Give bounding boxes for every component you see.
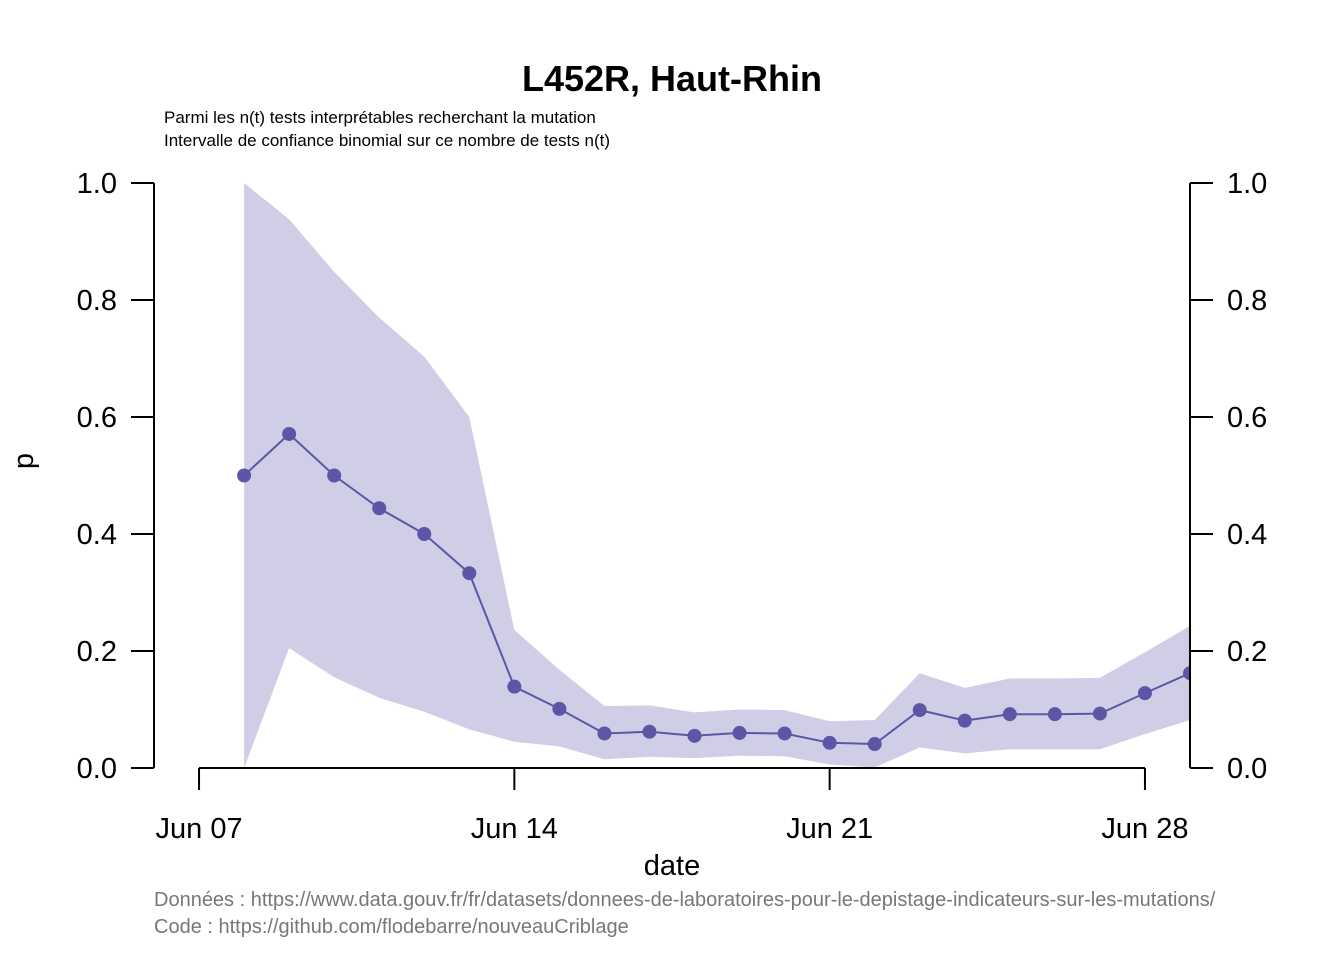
y-tick-label-right: 0.2: [1227, 636, 1267, 668]
data-point: [732, 725, 747, 740]
plot-area: [237, 183, 1190, 768]
chart-subtitle-line-2: Intervalle de confiance binomial sur ce …: [164, 131, 610, 150]
y-tick-label-left: 0.2: [77, 636, 117, 668]
y-tick-label-right: 0.0: [1227, 753, 1267, 785]
data-point: [957, 713, 972, 728]
y-tick-label-right: 0.8: [1227, 285, 1267, 317]
data-point: [282, 426, 297, 441]
data-point: [507, 679, 522, 694]
data-point: [1137, 686, 1152, 701]
footer-code-source: Code : https://github.com/flodebarre/nou…: [154, 916, 629, 938]
data-point: [777, 726, 792, 741]
data-point: [1092, 706, 1107, 721]
y-tick-label-left: 0.4: [77, 519, 117, 551]
data-point: [1002, 707, 1017, 722]
data-point: [327, 468, 342, 483]
data-point: [417, 527, 432, 541]
y-axis-left: 0.0 0.2 0.4 0.6 0.8 1.0: [77, 168, 155, 785]
data-point: [1047, 707, 1062, 722]
x-tick-label: Jun 21: [786, 813, 873, 845]
y-tick-label-right: 0.4: [1227, 519, 1267, 551]
y-tick-label-left: 0.0: [77, 753, 117, 785]
chart-title: L452R, Haut-Rhin: [522, 58, 822, 99]
data-point: [462, 566, 477, 581]
x-tick-label: Jun 14: [471, 813, 558, 845]
confidence-band: [244, 183, 1190, 768]
chart-subtitle-line-1: Parmi les n(t) tests interprétables rech…: [164, 108, 596, 127]
data-point: [1183, 666, 1190, 681]
footer-data-source: Données : https://www.data.gouv.fr/fr/da…: [154, 889, 1216, 911]
y-axis-right: 0.0 0.2 0.4 0.6 0.8 1.0: [1189, 168, 1267, 785]
data-point: [687, 728, 702, 743]
x-tick-label: Jun 07: [156, 813, 243, 845]
data-point: [552, 701, 567, 716]
data-point: [867, 737, 882, 752]
data-point: [597, 726, 612, 741]
x-axis: Jun 07 Jun 14 Jun 21 Jun 28: [156, 767, 1188, 845]
data-point: [912, 703, 927, 718]
y-tick-label-left: 0.6: [77, 402, 117, 434]
data-point: [642, 724, 657, 739]
x-tick-label: Jun 28: [1101, 813, 1188, 845]
series-line: [243, 432, 1190, 746]
y-tick-label-right: 1.0: [1227, 168, 1267, 200]
y-tick-label-right: 0.6: [1227, 402, 1267, 434]
data-point: [372, 501, 387, 516]
data-point: [822, 735, 837, 750]
y-axis-title: p: [8, 453, 40, 469]
data-point: [237, 468, 252, 483]
x-axis-title: date: [644, 850, 700, 882]
y-tick-label-left: 1.0: [77, 168, 117, 200]
y-tick-label-left: 0.8: [77, 285, 117, 317]
